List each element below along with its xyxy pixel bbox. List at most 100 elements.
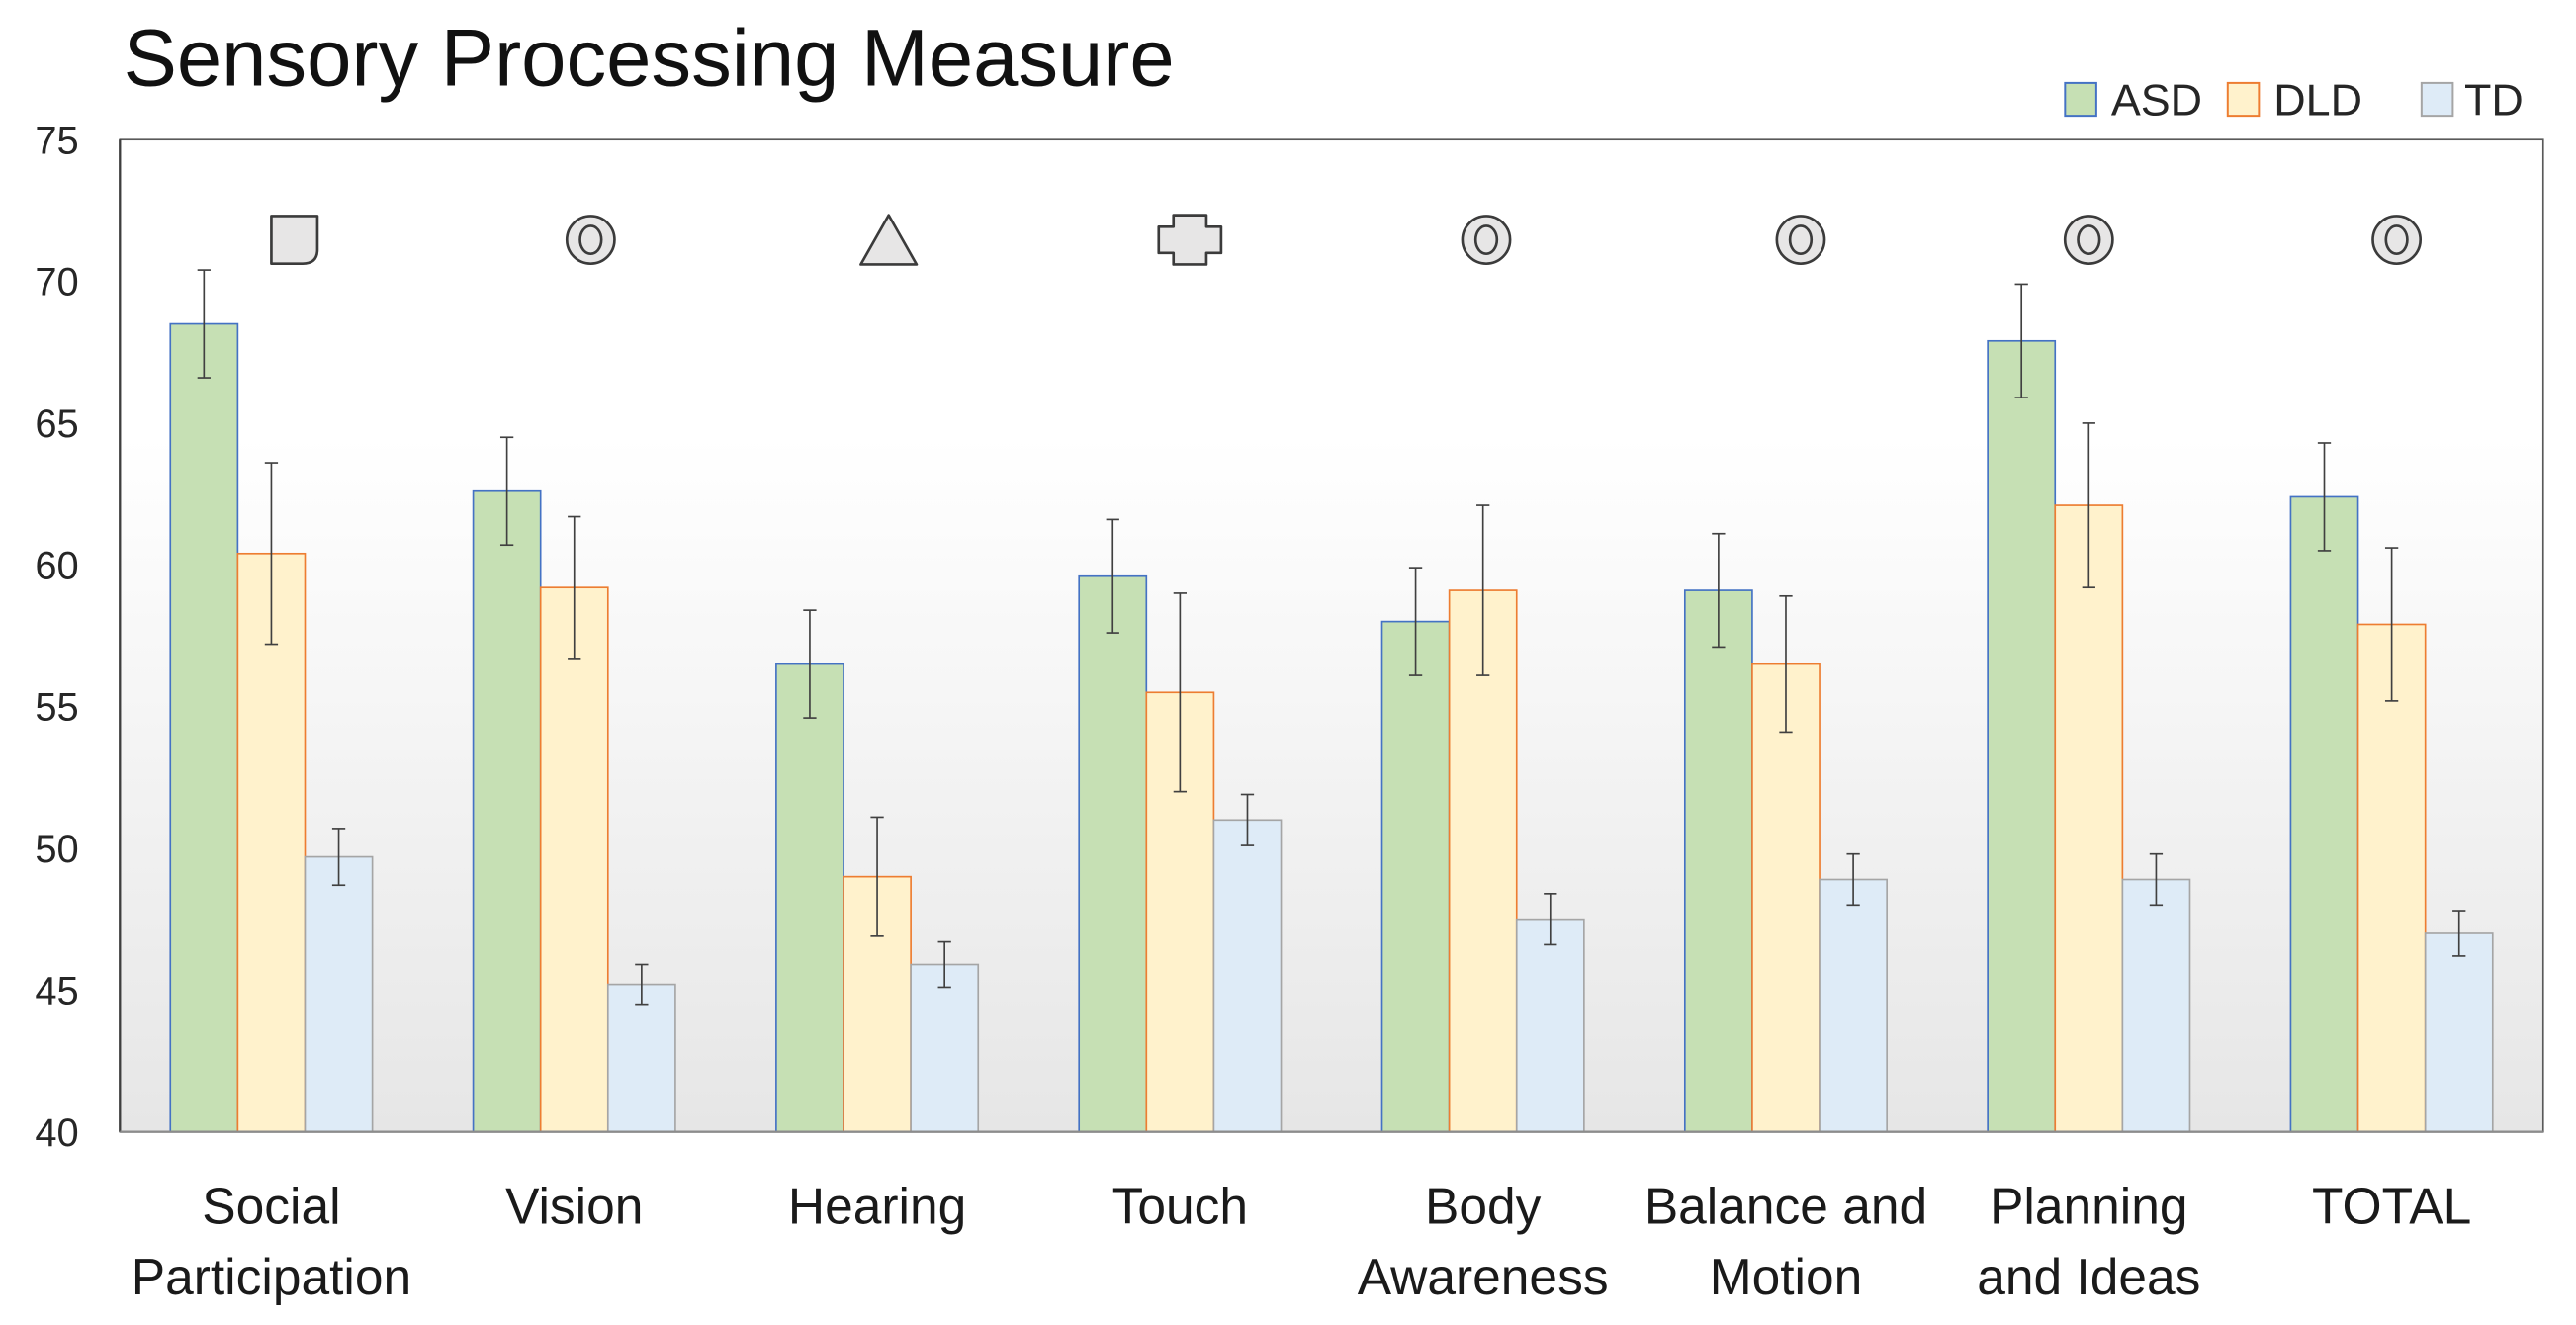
legend-swatch-asd: [2064, 81, 2097, 118]
x-category-label-line-2: Awareness: [1358, 1248, 1609, 1305]
x-category-label-line-2: Motion: [1710, 1248, 1863, 1305]
bar-dld-social-participation: [236, 552, 307, 1133]
y-tick-label: 70: [35, 261, 78, 305]
legend-item-dld: DLD: [2226, 74, 2362, 125]
error-bar-td-body-awareness: [1544, 893, 1557, 946]
error-bar-td-hearing: [937, 940, 951, 989]
bar-td-hearing: [910, 963, 980, 1133]
error-bars: [197, 269, 2466, 1006]
legend: ASD DLD TD: [2064, 74, 2524, 125]
error-bar-dld-touch: [1173, 592, 1188, 793]
bar-asd-touch: [1078, 574, 1148, 1133]
x-category-label-space: [264, 1178, 278, 1235]
bar-dld-vision: [539, 586, 609, 1133]
error-bar-td-planning-and-ideas: [2149, 852, 2164, 907]
bar-asd-balance-and-motion: [1683, 589, 1753, 1133]
x-category-label-line-1: TOTAL: [2312, 1178, 2471, 1235]
double-circle-inner-ring: [2077, 224, 2101, 256]
double-circle-icon: [565, 215, 616, 265]
bar-asd-hearing: [775, 662, 844, 1133]
error-bar-asd-social-participation: [197, 269, 211, 379]
error-bar-dld-balance-and-motion: [1779, 594, 1793, 734]
x-category-label-line-1: Balance and: [1644, 1178, 1927, 1235]
bar-td-vision: [606, 983, 676, 1133]
error-bar-asd-total: [2317, 442, 2332, 552]
x-category-label-line-1: Planning: [1990, 1178, 2187, 1235]
bar-td-touch: [1212, 819, 1283, 1133]
error-bar-asd-vision: [499, 436, 514, 547]
double-circle-icon: [1461, 215, 1512, 265]
x-category-label-line-2: and Ideas: [1977, 1248, 2200, 1305]
x-category-label: Planning and Ideas: [1977, 1178, 2200, 1305]
x-axis-labels: Social Participation Vision Hearing Touch Bo…: [132, 1178, 2471, 1305]
bar-dld-balance-and-motion: [1751, 662, 1821, 1133]
bar-asd-social-participation: [169, 322, 239, 1133]
x-category-label-line-1: Touch: [1112, 1178, 1248, 1235]
error-bar-td-touch: [1240, 793, 1255, 846]
y-tick-label: 65: [35, 402, 78, 446]
y-tick-label: 75: [35, 119, 78, 162]
error-bar-asd-body-awareness: [1408, 567, 1423, 676]
legend-item-td: TD: [2420, 74, 2524, 125]
legend-swatch-td: [2420, 81, 2454, 118]
bar-asd-total: [2289, 495, 2359, 1133]
double-circle-inner-ring: [2384, 224, 2409, 256]
bar-td-body-awareness: [1515, 918, 1585, 1133]
bar-asd-body-awareness: [1380, 620, 1451, 1133]
x-category-label-space: [2082, 1178, 2095, 1235]
bar-asd-planning-and-ideas: [1987, 339, 2057, 1133]
legend-item-asd: ASD: [2064, 74, 2202, 125]
error-bar-dld-body-awareness: [1476, 504, 1490, 676]
group-markers: [270, 214, 2423, 266]
error-bar-dld-social-participation: [264, 462, 279, 646]
x-category-label-space: [1476, 1178, 1490, 1235]
x-category-label: Balance and Motion: [1644, 1178, 1927, 1305]
cross-icon: [1157, 214, 1223, 266]
x-category-label-space: [1779, 1178, 1793, 1235]
bar-td-total: [2424, 932, 2494, 1133]
y-tick-label: 55: [35, 686, 78, 730]
error-bar-td-total: [2452, 910, 2466, 957]
legend-label-asd: ASD: [2111, 74, 2202, 125]
error-bar-td-social-participation: [331, 828, 346, 887]
y-tick-label: 50: [35, 828, 78, 871]
triangle-icon: [859, 214, 919, 266]
bar-td-planning-and-ideas: [2121, 878, 2191, 1133]
bar-td-balance-and-motion: [1819, 878, 1888, 1133]
chart-title: Sensory Processing Measure: [124, 13, 1175, 103]
legend-swatch-dld: [2226, 81, 2261, 118]
y-tick-label: 40: [35, 1111, 78, 1155]
double-circle-icon: [2371, 215, 2423, 265]
error-bar-dld-planning-and-ideas: [2082, 422, 2095, 589]
double-circle-icon: [2063, 215, 2114, 265]
x-category-label-line-1: Body: [1425, 1178, 1542, 1235]
x-category-label-line-1: Social: [202, 1178, 340, 1235]
error-bar-td-vision: [635, 963, 649, 1006]
x-category-label-line-1: Hearing: [788, 1178, 966, 1235]
y-tick-label: 45: [35, 969, 78, 1013]
double-circle-inner-ring: [1788, 224, 1814, 256]
x-category-label: Hearing: [788, 1178, 966, 1235]
error-bar-asd-planning-and-ideas: [2014, 283, 2028, 398]
y-axis-labels: 40 45 50 55 60 65 70 75: [35, 119, 78, 1154]
double-circle-icon: [1775, 215, 1826, 265]
bar-dld-planning-and-ideas: [2054, 504, 2124, 1133]
error-bar-asd-hearing: [803, 609, 817, 719]
error-bar-dld-hearing: [870, 816, 884, 937]
bars: [169, 322, 2494, 1133]
legend-label-dld: DLD: [2273, 74, 2362, 125]
x-category-label: Social Participation: [132, 1178, 411, 1305]
bar-td-social-participation: [304, 855, 374, 1133]
error-bar-dld-vision: [568, 515, 581, 660]
x-category-label-line-1: Vision: [505, 1178, 643, 1235]
x-category-label: Body Awareness: [1358, 1178, 1609, 1305]
x-category-label: Touch: [1112, 1178, 1248, 1235]
error-bar-asd-balance-and-motion: [1712, 532, 1726, 649]
x-category-label: TOTAL: [2312, 1178, 2471, 1235]
legend-label-td: TD: [2464, 74, 2524, 125]
x-category-label: Vision: [505, 1178, 643, 1235]
double-circle-inner-ring: [1473, 224, 1499, 256]
error-bar-td-balance-and-motion: [1846, 852, 1860, 907]
